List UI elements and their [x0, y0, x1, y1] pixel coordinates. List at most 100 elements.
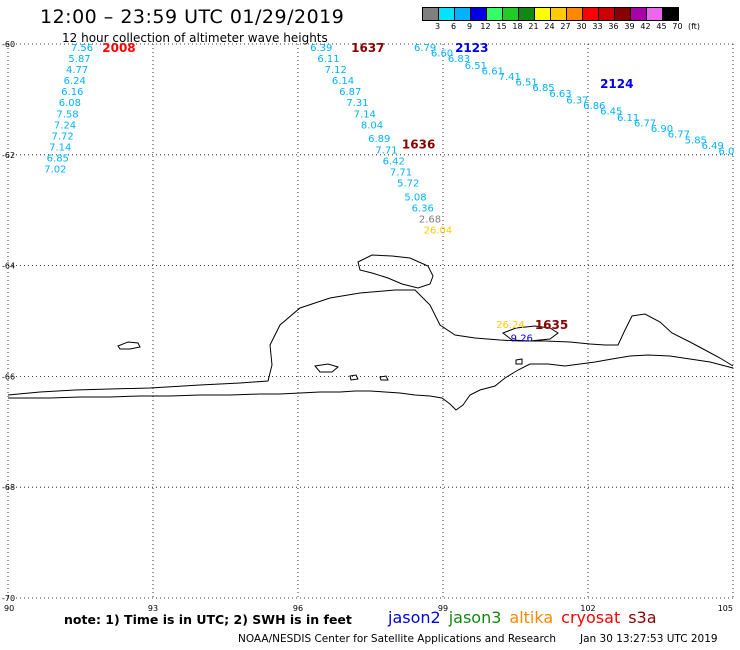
pass-time: 2123: [455, 41, 488, 55]
swh-value: 6.85: [532, 83, 554, 94]
y-tick-label: -70: [2, 594, 15, 603]
swh-value: 7.12: [325, 65, 347, 76]
y-tick-label: -66: [2, 372, 15, 381]
island-small-1: [117, 341, 141, 350]
legend-label: 21: [528, 22, 539, 31]
pass-time: 1636: [402, 138, 435, 152]
chart-title: 12:00 – 23:59 UTC 01/29/2019: [40, 6, 345, 28]
swh-value: 6.08: [59, 98, 81, 109]
legend-label: 39: [624, 22, 635, 31]
legend-label: 15: [496, 22, 507, 31]
legend-label: 70: [672, 22, 683, 31]
legend-label: 33: [592, 22, 603, 31]
swh-value: 6.36: [412, 203, 434, 214]
swh-value: 6.77: [668, 130, 690, 141]
swh-value: 7.41: [499, 72, 521, 83]
swh-value: 9.26: [511, 334, 533, 345]
satellite-jason2: jason2: [388, 608, 441, 627]
swh-value: 5.85: [685, 135, 707, 146]
chart-subtitle: 12 hour collection of altimeter wave hei…: [62, 31, 328, 45]
swh-value: 6.14: [332, 76, 354, 87]
y-tick-label: -64: [2, 262, 15, 271]
pass-time-labels: 2008 1637 1636 2123 2124 1635: [102, 41, 633, 332]
swh-value: 6.86: [583, 101, 605, 112]
legend-label: 3: [434, 22, 441, 31]
y-tick-label: -62: [2, 151, 15, 160]
legend-label: 27: [560, 22, 571, 31]
swh-value: 2.68: [419, 215, 441, 226]
satellite-altika: altika: [509, 608, 554, 627]
swh-value: 26.24: [496, 320, 525, 331]
island-large: [357, 254, 434, 289]
legend-unit: (ft): [687, 22, 701, 31]
swh-value: 7.31: [346, 98, 368, 109]
satellite-s3a: s3a: [628, 608, 657, 627]
pass-time: 1637: [351, 41, 384, 55]
legend-label: 9: [466, 22, 473, 31]
swh-value: 7.02: [44, 165, 66, 176]
swh-value: 6.51: [516, 78, 538, 89]
swh-value: 7.14: [354, 109, 376, 120]
legend-label: 42: [640, 22, 651, 31]
graticule: [7, 43, 734, 599]
swh-value: 6.61: [482, 67, 504, 78]
generated-timestamp: Jan 30 13:27:53 UTC 2019: [580, 633, 718, 645]
swh-value: 7.14: [49, 142, 71, 153]
x-tick-label: 105: [718, 604, 733, 613]
satellite-cryosat: cryosat: [561, 608, 621, 627]
swh-value: 6.83: [448, 54, 470, 65]
island-small-5: [515, 358, 523, 365]
island-small-2: [314, 363, 340, 373]
footnote: note: 1) Time is in UTC; 2) SWH is in fe…: [64, 612, 352, 627]
swh-value: 6.49: [702, 141, 724, 152]
swh-value: 6.0: [719, 146, 735, 157]
island-small-3: [349, 374, 359, 381]
legend-label: 45: [656, 22, 667, 31]
swh-value: 6.42: [383, 156, 405, 167]
x-tick-label: 90: [4, 604, 14, 613]
y-tick-label: -68: [2, 483, 15, 492]
coastline-main: [7, 289, 734, 411]
pass-time: 2124: [600, 77, 633, 91]
legend-label: 36: [608, 22, 619, 31]
x-tick-label: 96: [293, 604, 303, 613]
swh-value: 7.24: [54, 120, 76, 131]
swh-value: 5.08: [404, 192, 426, 203]
satellite-key: jason2 jason3 altika cryosat s3a: [388, 608, 665, 627]
swh-value: 6.60: [431, 48, 453, 59]
island-small-4: [379, 375, 389, 381]
swh-value: 6.24: [64, 76, 86, 87]
swh-value: 7.72: [52, 131, 74, 142]
pass-time: 1635: [535, 318, 568, 332]
swh-value: 6.77: [634, 119, 656, 130]
swh-value: 8.04: [361, 120, 383, 131]
swh-value: 7.71: [390, 167, 412, 178]
swh-value: 7.56: [71, 43, 93, 54]
satellite-jason3: jason3: [448, 608, 502, 627]
swh-value: 6.79: [414, 43, 436, 54]
legend-label: 12: [480, 22, 491, 31]
swh-value: 6.37: [566, 95, 588, 106]
swh-value: 6.63: [549, 89, 571, 100]
legend-label: 6: [450, 22, 457, 31]
x-tick-label: 99: [438, 604, 448, 613]
shelf-lake: [501, 325, 559, 342]
swh-value: 6.90: [651, 124, 673, 135]
swh-value: 6.39: [310, 43, 332, 54]
swh-value: 26.04: [424, 226, 453, 237]
swh-value: 6.45: [600, 106, 622, 117]
pass-time: 2008: [102, 41, 135, 55]
wave-height-observations: 7.565.874.776.246.166.087.587.247.727.14…: [44, 43, 734, 345]
color-legend: [422, 6, 679, 25]
swh-value: 6.11: [317, 54, 339, 65]
legend-label: 24: [544, 22, 555, 31]
swh-value: 7.58: [56, 109, 78, 120]
legend-label: 18: [512, 22, 523, 31]
swh-value: 6.85: [47, 154, 69, 165]
antarctic-coastline: [7, 254, 734, 411]
swh-value: 6.87: [339, 87, 361, 98]
axis-tick-labels: 90 93 96 99 102 105 -60 -62 -64 -66 -68 -70: [2, 40, 733, 613]
credit-line: NOAA/NESDIS Center for Satellite Applica…: [238, 633, 556, 645]
swh-value: 5.72: [397, 179, 419, 190]
